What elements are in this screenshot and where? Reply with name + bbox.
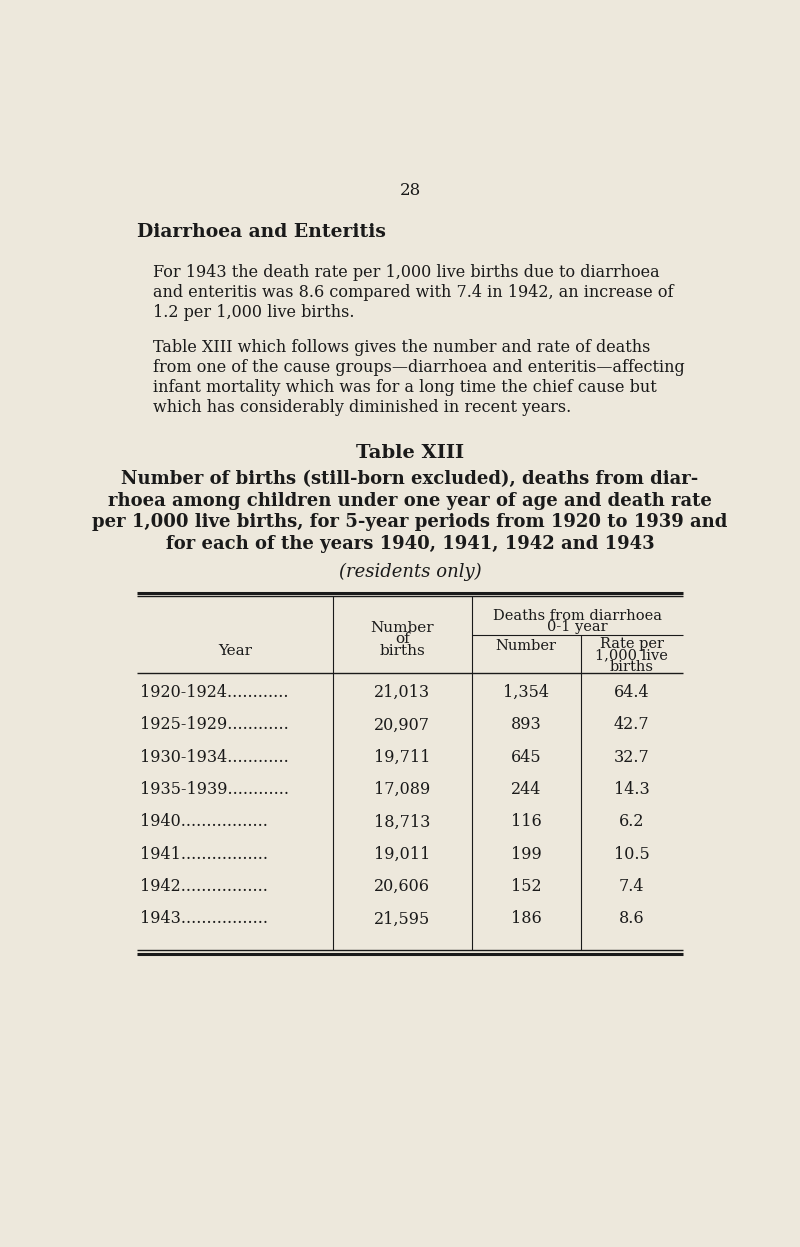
Text: Rate per: Rate per <box>600 637 664 651</box>
Text: Diarrhoea and Enteritis: Diarrhoea and Enteritis <box>138 223 386 241</box>
Text: Year: Year <box>218 643 252 658</box>
Text: 186: 186 <box>511 910 542 928</box>
Text: 1940.................: 1940................. <box>140 813 268 831</box>
Text: 19,711: 19,711 <box>374 748 430 766</box>
Text: 1925-1929............: 1925-1929............ <box>140 716 289 733</box>
Text: 1935-1939............: 1935-1939............ <box>140 781 290 798</box>
Text: births: births <box>610 660 654 675</box>
Text: 21,595: 21,595 <box>374 910 430 928</box>
Text: 28: 28 <box>399 182 421 200</box>
Text: 645: 645 <box>511 748 542 766</box>
Text: 0-1 year: 0-1 year <box>547 620 608 635</box>
Text: 14.3: 14.3 <box>614 781 650 798</box>
Text: 6.2: 6.2 <box>619 813 645 831</box>
Text: 8.6: 8.6 <box>619 910 645 928</box>
Text: rhoea among children under one year of age and death rate: rhoea among children under one year of a… <box>108 491 712 510</box>
Text: 42.7: 42.7 <box>614 716 650 733</box>
Text: 10.5: 10.5 <box>614 845 650 863</box>
Text: from one of the cause groups—diarrhoea and enteritis—affecting: from one of the cause groups—diarrhoea a… <box>153 359 685 377</box>
Text: Table XIII which follows gives the number and rate of deaths: Table XIII which follows gives the numbe… <box>153 339 650 357</box>
Text: 19,011: 19,011 <box>374 845 430 863</box>
Text: Number of births (still-born excluded), deaths from diar-: Number of births (still-born excluded), … <box>122 470 698 488</box>
Text: 20,606: 20,606 <box>374 878 430 895</box>
Text: which has considerably diminished in recent years.: which has considerably diminished in rec… <box>153 399 571 416</box>
Text: 7.4: 7.4 <box>619 878 645 895</box>
Text: Table XIII: Table XIII <box>356 444 464 461</box>
Text: 244: 244 <box>511 781 542 798</box>
Text: 1941.................: 1941................. <box>140 845 268 863</box>
Text: 1942.................: 1942................. <box>140 878 268 895</box>
Text: per 1,000 live births, for 5-year periods from 1920 to 1939 and: per 1,000 live births, for 5-year period… <box>92 513 728 531</box>
Text: 152: 152 <box>511 878 542 895</box>
Text: for each of the years 1940, 1941, 1942 and 1943: for each of the years 1940, 1941, 1942 a… <box>166 535 654 552</box>
Text: (residents only): (residents only) <box>338 562 482 581</box>
Text: of: of <box>395 632 410 646</box>
Text: 21,013: 21,013 <box>374 685 430 701</box>
Text: Deaths from diarrhoea: Deaths from diarrhoea <box>493 609 662 622</box>
Text: 1943.................: 1943................. <box>140 910 268 928</box>
Text: Number: Number <box>370 621 434 635</box>
Text: 1920-1924............: 1920-1924............ <box>140 685 289 701</box>
Text: births: births <box>379 643 425 658</box>
Text: 199: 199 <box>511 845 542 863</box>
Text: 17,089: 17,089 <box>374 781 430 798</box>
Text: 64.4: 64.4 <box>614 685 650 701</box>
Text: 20,907: 20,907 <box>374 716 430 733</box>
Text: 32.7: 32.7 <box>614 748 650 766</box>
Text: For 1943 the death rate per 1,000 live births due to diarrhoea: For 1943 the death rate per 1,000 live b… <box>153 263 659 281</box>
Text: 893: 893 <box>511 716 542 733</box>
Text: 1930-1934............: 1930-1934............ <box>140 748 289 766</box>
Text: and enteritis was 8.6 compared with 7.4 in 1942, an increase of: and enteritis was 8.6 compared with 7.4 … <box>153 283 674 301</box>
Text: infant mortality which was for a long time the chief cause but: infant mortality which was for a long ti… <box>153 379 657 397</box>
Text: 1.2 per 1,000 live births.: 1.2 per 1,000 live births. <box>153 303 354 320</box>
Text: 1,000 live: 1,000 live <box>595 648 668 662</box>
Text: Number: Number <box>496 640 557 653</box>
Text: 18,713: 18,713 <box>374 813 430 831</box>
Text: 116: 116 <box>511 813 542 831</box>
Text: 1,354: 1,354 <box>503 685 550 701</box>
